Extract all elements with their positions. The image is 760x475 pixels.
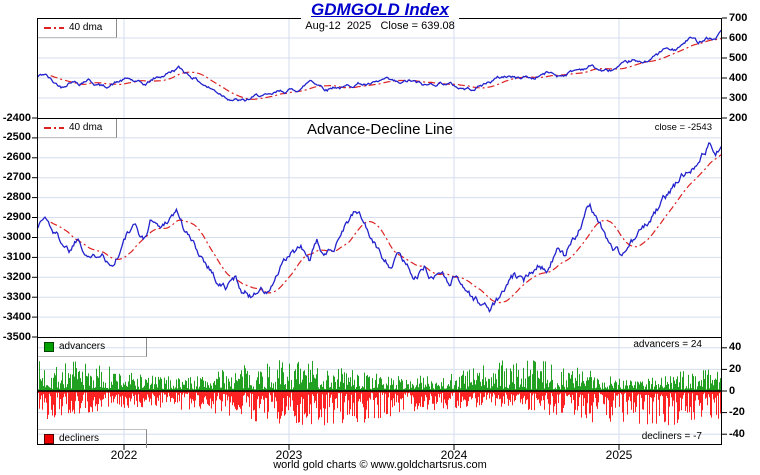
y-tick-label: -3100	[2, 251, 31, 263]
y-tick-label: -2500	[2, 131, 31, 143]
y-tick-label: -2700	[2, 171, 31, 183]
chart-subtitle: Aug-12 2025 Close = 639.08	[305, 20, 455, 32]
ad-line	[36, 142, 722, 314]
page-title: GDMGOLD Index	[301, 0, 459, 19]
x-year-label: 2024	[440, 448, 468, 462]
y-tick-label: 40	[729, 341, 742, 353]
y-tick-label: 0	[729, 385, 736, 397]
legend-advancers-label: advancers	[59, 341, 106, 352]
advancers-decliners-bars	[38, 360, 722, 426]
legend-advancers: advancers	[38, 338, 147, 357]
y-tick-label: -3400	[2, 311, 31, 323]
y-tick-label: -40	[729, 428, 745, 440]
y-tick-label: 200	[729, 112, 748, 124]
y-tick-label: -3000	[2, 231, 31, 243]
legend-40dma-label: 40 dma	[69, 22, 103, 33]
price-40dma-line	[50, 37, 722, 100]
ad-40dma-line	[50, 154, 722, 304]
price-line	[36, 29, 722, 102]
footer-credit: world gold charts © www.goldchartsrus.co…	[273, 459, 487, 471]
y-tick-label: 400	[729, 72, 748, 84]
legend-40dma-top: 40 dma	[38, 19, 117, 38]
y-tick-label: -3200	[2, 271, 31, 283]
advancers-swatch-icon	[44, 342, 54, 352]
y-tick-label: 600	[729, 32, 748, 44]
y-tick-label: -3500	[2, 331, 31, 343]
advance-decline-title: Advance-Decline Line	[307, 121, 453, 138]
close-value-annotation: close = -2543	[654, 122, 712, 133]
legend-40dma-middle: 40 dma	[38, 119, 117, 138]
x-year-label: 2022	[110, 448, 138, 462]
legend-40dma-label: 40 dma	[69, 122, 103, 133]
y-tick-label: -2600	[2, 151, 31, 163]
advancers-value-annotation: advancers = 24	[633, 339, 702, 350]
legend-decliners: decliners	[38, 429, 147, 448]
decliners-swatch-icon	[44, 434, 54, 444]
y-tick-label: -2800	[2, 191, 31, 203]
x-year-label: 2023	[275, 448, 303, 462]
y-tick-label: -2900	[2, 211, 31, 223]
y-tick-label: -2400	[2, 112, 31, 124]
y-tick-label: 300	[729, 92, 748, 104]
legend-decliners-label: decliners	[59, 433, 100, 444]
y-tick-label: -3300	[2, 291, 31, 303]
y-tick-label: 500	[729, 52, 748, 64]
y-tick-label: -20	[729, 406, 745, 418]
y-tick-label: 20	[729, 363, 742, 375]
y-tick-label: 700	[729, 12, 748, 24]
dashed-line-icon	[44, 127, 64, 129]
decliners-value-annotation: decliners = -7	[641, 431, 702, 442]
x-year-label: 2025	[605, 448, 633, 462]
dashed-line-icon	[44, 27, 64, 29]
